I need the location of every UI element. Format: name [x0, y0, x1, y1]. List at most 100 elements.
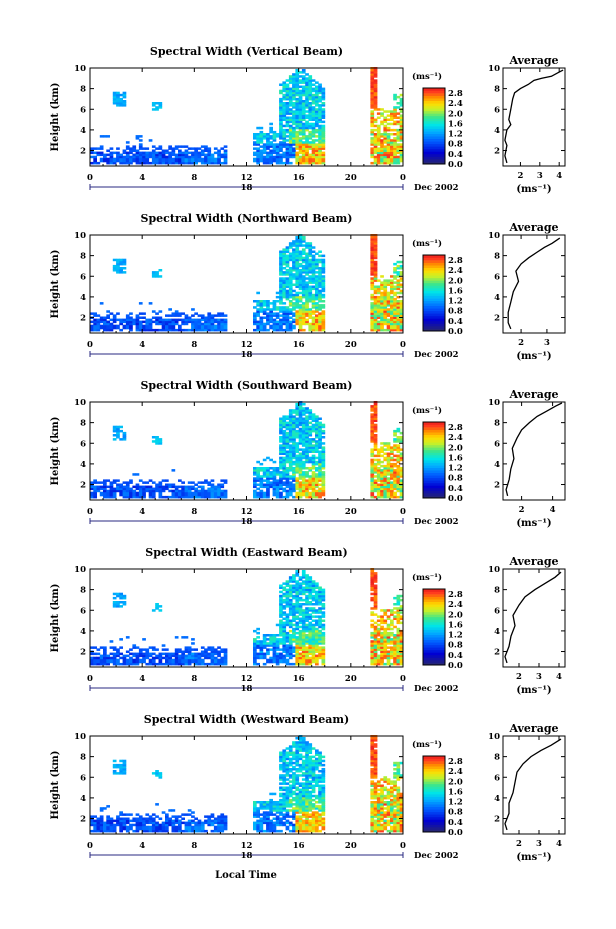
heatmap-cell: [393, 471, 397, 474]
heatmap-cell: [380, 446, 384, 449]
heatmap-cell: [262, 458, 267, 462]
heatmap-cell: [129, 161, 133, 165]
heatmap-cell: [396, 112, 401, 115]
heatmap-cell: [295, 450, 300, 453]
heatmap-cell: [315, 283, 319, 286]
heatmap-cell: [380, 275, 384, 278]
heatmap-cell: [318, 295, 322, 299]
heatmap-cell: [171, 326, 176, 330]
heatmap-cell: [178, 662, 182, 666]
heatmap-cell: [282, 252, 287, 255]
heatmap-cell: [119, 153, 123, 157]
heatmap-cell: [184, 314, 189, 317]
heatmap-cell: [298, 252, 303, 255]
heatmap-cell: [220, 662, 225, 666]
heatmap-cell: [191, 654, 195, 658]
heatmap-cell: [262, 328, 267, 332]
heatmap-cell: [288, 147, 293, 150]
heatmap-cell: [301, 444, 306, 447]
heatmap-cell: [373, 149, 378, 152]
heatmap-cell: [279, 133, 283, 136]
heatmap-cell: [311, 130, 316, 134]
heatmap-cell: [158, 489, 163, 493]
heatmap-cell: [204, 489, 208, 493]
heatmap-cell: [315, 128, 319, 132]
heatmap-cell: [204, 656, 208, 660]
heatmap-cell: [298, 285, 303, 288]
heatmap-cell: [103, 159, 107, 163]
heatmap-cell: [210, 489, 215, 493]
heatmap-cell: [187, 318, 192, 322]
heatmap-cell: [285, 104, 290, 107]
heatmap-cell: [390, 487, 394, 491]
heatmap-cell: [373, 324, 378, 328]
heatmap-cell: [253, 646, 257, 649]
heatmap-cell: [298, 159, 303, 163]
heatmap-cell: [223, 157, 228, 161]
heatmap-cell: [256, 314, 260, 317]
heatmap-cell: [396, 120, 401, 124]
heatmap-cell: [269, 481, 273, 484]
heatmap-cell: [122, 438, 127, 441]
heatmap-cell: [315, 93, 319, 97]
heatmap-cell: [282, 613, 287, 616]
heatmap-cell: [213, 151, 218, 155]
heatmap-cell: [288, 285, 293, 288]
heatmap-cell: [138, 161, 143, 165]
heatmap-cell: [390, 133, 394, 136]
colorbar-tick-label: 1.6: [448, 119, 463, 129]
heatmap-cell: [116, 258, 120, 262]
heatmap-cell: [376, 159, 381, 163]
heatmap-cell: [315, 153, 319, 157]
heatmap-cell: [390, 306, 394, 309]
heatmap-cell: [373, 279, 378, 282]
heatmap-cell: [301, 104, 306, 107]
heatmap-cell: [132, 646, 137, 649]
heatmap-cell: [396, 629, 401, 633]
heatmap-cell: [311, 594, 316, 598]
heatmap-cell: [399, 137, 404, 140]
heatmap-cell: [122, 489, 127, 493]
heatmap-cell: [191, 660, 195, 664]
heatmap-cell: [308, 312, 313, 315]
heatmap-cell: [155, 147, 159, 150]
heatmap-cell: [106, 662, 110, 666]
heatmap-cell: [298, 264, 303, 268]
heatmap-cell: [399, 448, 404, 451]
heatmap-cell: [256, 161, 260, 165]
heatmap-cell: [122, 326, 127, 330]
heatmap-cell: [295, 598, 300, 602]
heatmap-cell: [399, 495, 404, 499]
average-y-tick-label: 6: [494, 105, 500, 115]
heatmap-cell: [135, 487, 140, 491]
heatmap-cell: [119, 489, 123, 493]
colorbar-segment: [423, 495, 445, 499]
heatmap-cell: [311, 316, 316, 319]
heatmap-cell: [318, 491, 322, 495]
heatmap-cell: [383, 609, 388, 612]
heatmap-cell: [184, 151, 189, 155]
heatmap-cell: [279, 106, 283, 109]
heatmap-cell: [373, 275, 378, 278]
heatmap-cell: [370, 112, 375, 115]
heatmap-cell: [386, 324, 391, 328]
heatmap-cell: [318, 489, 322, 493]
heatmap-cell: [308, 89, 313, 93]
heatmap-cell: [376, 615, 381, 618]
heatmap-cell: [259, 485, 264, 489]
heatmap-cell: [292, 102, 296, 105]
heatmap-cell: [386, 634, 391, 637]
heatmap-cell: [321, 289, 326, 293]
heatmap-cell: [275, 135, 280, 138]
heatmap-cell: [275, 157, 280, 161]
heatmap-cell: [373, 442, 378, 445]
heatmap-cell: [396, 281, 401, 284]
heatmap-cell: [298, 114, 303, 117]
heatmap-cell: [181, 145, 185, 148]
heatmap-cell: [308, 662, 313, 666]
heatmap-cell: [275, 151, 280, 155]
heatmap-cell: [194, 324, 198, 328]
heatmap-cell: [223, 326, 228, 330]
heatmap-cell: [138, 485, 143, 489]
heatmap-cell: [308, 161, 313, 165]
